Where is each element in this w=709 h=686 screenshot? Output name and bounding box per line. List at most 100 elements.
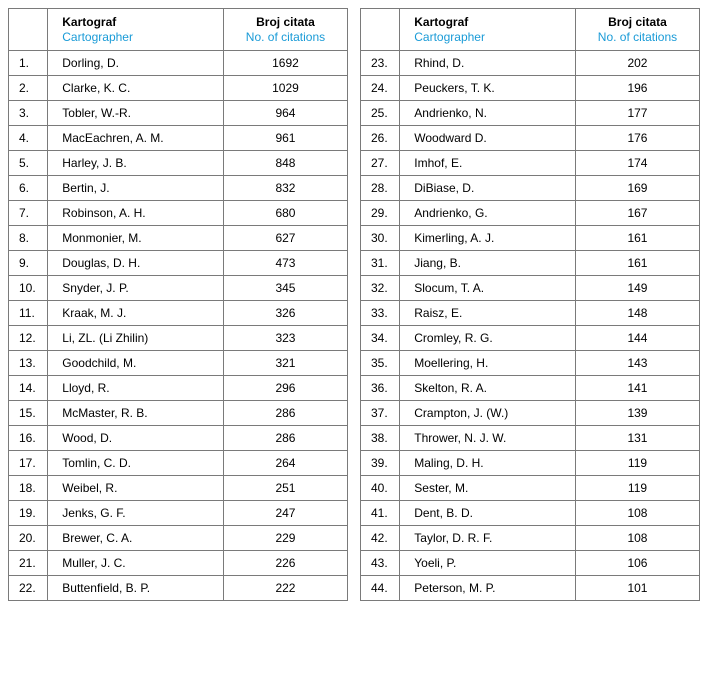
table-row: 43.Yoeli, P.106: [361, 551, 700, 576]
cell-rank: 12.: [9, 326, 48, 351]
cell-citations: 473: [223, 251, 347, 276]
cell-cartographer: Sester, M.: [400, 476, 576, 501]
header-row: Kartograf Cartographer Broj citata No. o…: [361, 9, 700, 51]
cell-citations: 141: [575, 376, 699, 401]
table-row: 11.Kraak, M. J.326: [9, 301, 348, 326]
cell-citations: 169: [575, 176, 699, 201]
cell-cartographer: Maling, D. H.: [400, 451, 576, 476]
cell-rank: 19.: [9, 501, 48, 526]
cell-citations: 174: [575, 151, 699, 176]
cell-citations: 149: [575, 276, 699, 301]
cell-citations: 345: [223, 276, 347, 301]
citations-table-left: Kartograf Cartographer Broj citata No. o…: [8, 8, 348, 601]
cell-citations: 264: [223, 451, 347, 476]
cell-cartographer: Tomlin, C. D.: [48, 451, 224, 476]
cell-cartographer: Clarke, K. C.: [48, 76, 224, 101]
cell-cartographer: Wood, D.: [48, 426, 224, 451]
cell-citations: 326: [223, 301, 347, 326]
header-citations-primary: Broj citata: [232, 15, 339, 29]
table-row: 31.Jiang, B.161: [361, 251, 700, 276]
header-citations-secondary: No. of citations: [232, 30, 339, 44]
table-row: 34.Cromley, R. G.144: [361, 326, 700, 351]
cell-citations: 101: [575, 576, 699, 601]
cell-citations: 964: [223, 101, 347, 126]
table-row: 8.Monmonier, M.627: [9, 226, 348, 251]
cell-citations: 144: [575, 326, 699, 351]
cell-cartographer: Rhind, D.: [400, 51, 576, 76]
cell-citations: 627: [223, 226, 347, 251]
cell-citations: 106: [575, 551, 699, 576]
table-row: 24.Peuckers, T. K.196: [361, 76, 700, 101]
cell-rank: 26.: [361, 126, 400, 151]
table-row: 7.Robinson, A. H.680: [9, 201, 348, 226]
cell-cartographer: MacEachren, A. M.: [48, 126, 224, 151]
table-row: 14.Lloyd, R.296: [9, 376, 348, 401]
tables-wrapper: Kartograf Cartographer Broj citata No. o…: [8, 8, 701, 601]
cell-rank: 35.: [361, 351, 400, 376]
cell-rank: 17.: [9, 451, 48, 476]
cell-rank: 4.: [9, 126, 48, 151]
cell-cartographer: Andrienko, N.: [400, 101, 576, 126]
cell-rank: 23.: [361, 51, 400, 76]
cell-cartographer: Jiang, B.: [400, 251, 576, 276]
cell-rank: 15.: [9, 401, 48, 426]
table-row: 42.Taylor, D. R. F.108: [361, 526, 700, 551]
table-row: 22.Buttenfield, B. P.222: [9, 576, 348, 601]
cell-rank: 7.: [9, 201, 48, 226]
cell-rank: 25.: [361, 101, 400, 126]
cell-cartographer: Lloyd, R.: [48, 376, 224, 401]
cell-citations: 161: [575, 251, 699, 276]
cell-rank: 30.: [361, 226, 400, 251]
cell-citations: 229: [223, 526, 347, 551]
cell-cartographer: Yoeli, P.: [400, 551, 576, 576]
cell-cartographer: Imhof, E.: [400, 151, 576, 176]
cell-cartographer: Tobler, W.-R.: [48, 101, 224, 126]
cell-cartographer: DiBiase, D.: [400, 176, 576, 201]
table-row: 28.DiBiase, D.169: [361, 176, 700, 201]
cell-rank: 22.: [9, 576, 48, 601]
table-row: 32.Slocum, T. A.149: [361, 276, 700, 301]
cell-rank: 24.: [361, 76, 400, 101]
cell-rank: 40.: [361, 476, 400, 501]
cell-cartographer: Li, ZL. (Li Zhilin): [48, 326, 224, 351]
cell-citations: 108: [575, 526, 699, 551]
cell-rank: 3.: [9, 101, 48, 126]
cell-rank: 27.: [361, 151, 400, 176]
header-rank: [361, 9, 400, 51]
cell-cartographer: Peuckers, T. K.: [400, 76, 576, 101]
cell-citations: 848: [223, 151, 347, 176]
table-row: 20.Brewer, C. A.229: [9, 526, 348, 551]
header-cartographer: Kartograf Cartographer: [400, 9, 576, 51]
cell-citations: 202: [575, 51, 699, 76]
cell-rank: 42.: [361, 526, 400, 551]
cell-rank: 1.: [9, 51, 48, 76]
table-row: 5.Harley, J. B.848: [9, 151, 348, 176]
cell-cartographer: Andrienko, G.: [400, 201, 576, 226]
cell-rank: 21.: [9, 551, 48, 576]
header-citations-secondary: No. of citations: [584, 30, 691, 44]
table-row: 25.Andrienko, N.177: [361, 101, 700, 126]
table-row: 23.Rhind, D.202: [361, 51, 700, 76]
cell-citations: 286: [223, 426, 347, 451]
cell-rank: 14.: [9, 376, 48, 401]
cell-rank: 13.: [9, 351, 48, 376]
cell-cartographer: Harley, J. B.: [48, 151, 224, 176]
cell-citations: 1029: [223, 76, 347, 101]
table-row: 4.MacEachren, A. M.961: [9, 126, 348, 151]
cell-rank: 32.: [361, 276, 400, 301]
table-row: 3.Tobler, W.-R.964: [9, 101, 348, 126]
header-cartographer-secondary: Cartographer: [414, 30, 567, 44]
cell-cartographer: Moellering, H.: [400, 351, 576, 376]
header-cartographer-secondary: Cartographer: [62, 30, 215, 44]
table-row: 35.Moellering, H.143: [361, 351, 700, 376]
cell-cartographer: Goodchild, M.: [48, 351, 224, 376]
table-row: 1.Dorling, D.1692: [9, 51, 348, 76]
cell-cartographer: Buttenfield, B. P.: [48, 576, 224, 601]
table-row: 37.Crampton, J. (W.)139: [361, 401, 700, 426]
cell-rank: 41.: [361, 501, 400, 526]
cell-rank: 44.: [361, 576, 400, 601]
table-row: 9.Douglas, D. H.473: [9, 251, 348, 276]
cell-cartographer: Jenks, G. F.: [48, 501, 224, 526]
cell-cartographer: Peterson, M. P.: [400, 576, 576, 601]
table-row: 44.Peterson, M. P.101: [361, 576, 700, 601]
